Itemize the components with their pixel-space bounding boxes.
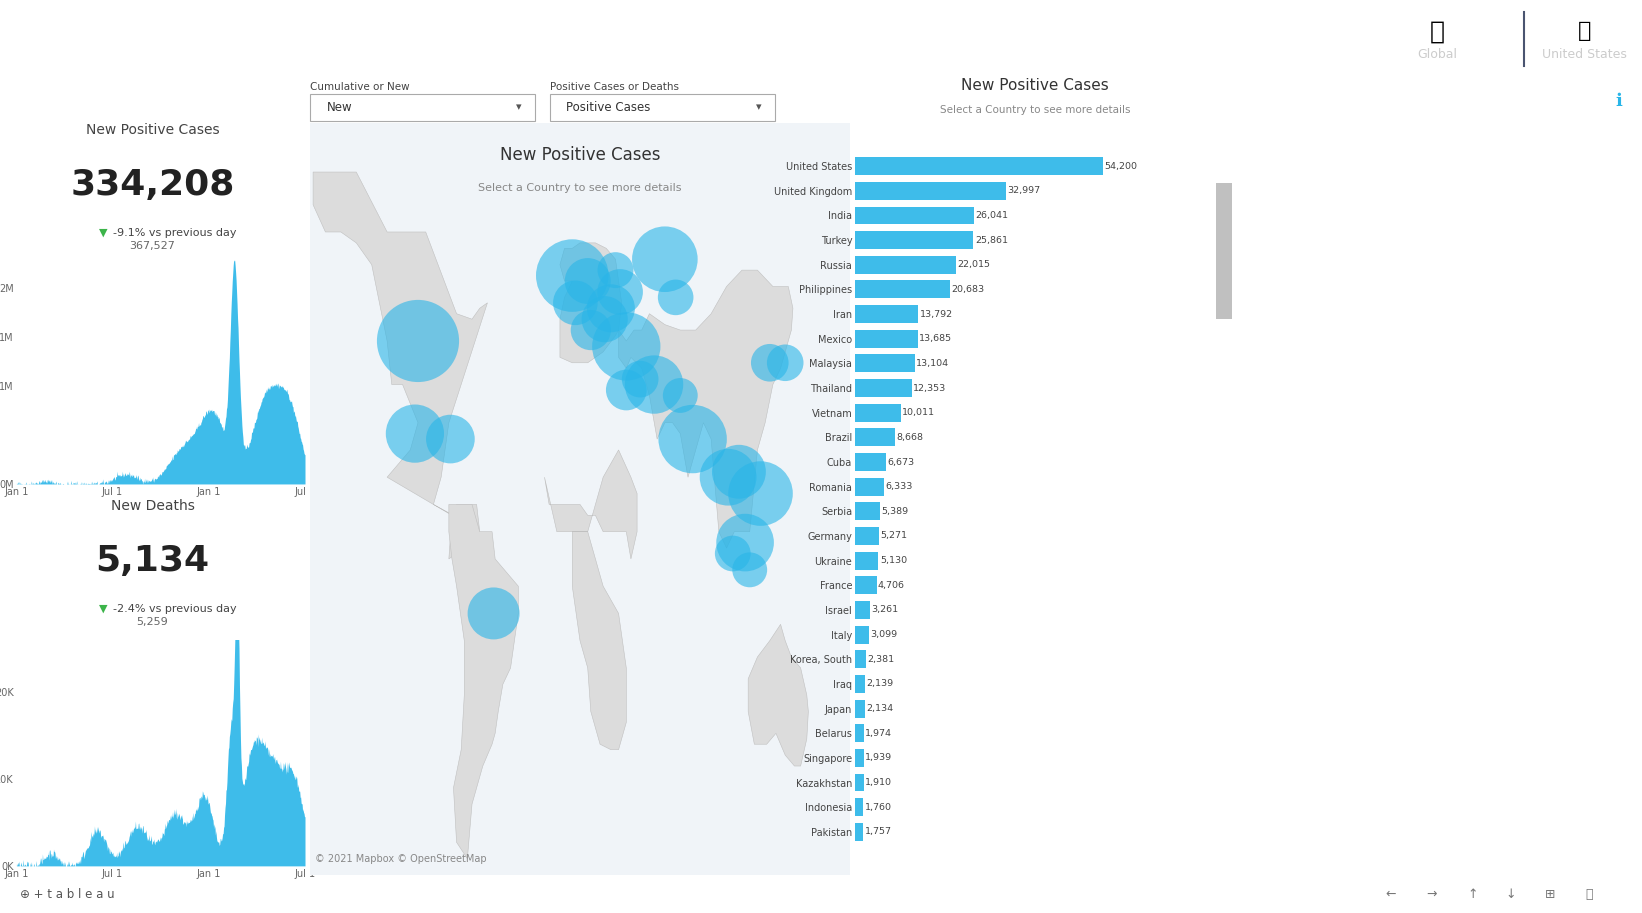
Bar [855,625,869,644]
Bar [855,428,895,446]
Polygon shape [314,172,488,559]
Bar [855,453,885,471]
Text: 13,104: 13,104 [916,359,949,368]
Bar [855,724,864,742]
FancyBboxPatch shape [310,94,535,121]
Polygon shape [545,450,637,750]
Text: 334,208: 334,208 [71,168,235,202]
Text: 1,910: 1,910 [865,778,892,787]
Bar [855,379,911,397]
Text: 6,333: 6,333 [885,482,913,491]
Text: 2,139: 2,139 [867,679,893,688]
Text: © 2021 Mapbox © OpenStreetMap: © 2021 Mapbox © OpenStreetMap [315,854,488,864]
Bar [855,823,864,841]
Bar [855,477,883,496]
Bar [855,354,915,373]
Text: 367,527: 367,527 [130,241,176,251]
Text: 5,134: 5,134 [95,544,210,578]
Text: ↓: ↓ [1506,887,1516,900]
Bar [855,601,870,619]
Bar [855,773,864,792]
Text: ▾: ▾ [516,102,522,112]
Bar [855,675,865,693]
Bar [855,182,1007,200]
Bar [855,231,974,249]
Text: ℹ: ℹ [1616,91,1622,110]
Text: ▼: ▼ [100,228,108,237]
Bar [855,502,880,520]
Text: 13,685: 13,685 [920,334,952,343]
Text: 1,974: 1,974 [865,729,892,738]
Text: ⊕ + t a b l e a u: ⊕ + t a b l e a u [20,887,115,900]
Text: ⊞: ⊞ [1545,887,1555,900]
Bar [855,527,878,545]
Text: Positive Cases or Deaths: Positive Cases or Deaths [550,81,680,91]
Bar [855,256,956,274]
Text: -2.4% vs previous day: -2.4% vs previous day [113,603,236,614]
Bar [855,650,865,668]
Polygon shape [448,505,519,858]
Polygon shape [619,270,793,548]
Text: Cumulative or New: Cumulative or New [310,81,409,91]
FancyBboxPatch shape [550,94,775,121]
Bar [855,551,878,570]
Text: New Positive Cases: New Positive Cases [499,145,660,163]
Text: New Positive Cases: New Positive Cases [961,78,1108,93]
Text: 4,706: 4,706 [878,581,905,590]
Text: 1,757: 1,757 [864,827,892,836]
Text: 5,389: 5,389 [882,507,908,516]
Text: 5,130: 5,130 [880,556,906,565]
Text: Select a Country to see more details: Select a Country to see more details [478,184,681,194]
Bar [855,280,949,299]
Text: New Deaths: New Deaths [110,499,194,513]
Bar [855,404,901,422]
Bar [855,305,918,323]
Bar [855,576,877,594]
Text: ←: ← [1386,887,1396,900]
Text: 1,939: 1,939 [865,753,892,762]
Text: Select a Country to see more details: Select a Country to see more details [939,106,1130,115]
Polygon shape [560,243,622,362]
Text: 10,011: 10,011 [901,408,936,417]
Text: 🌍: 🌍 [1429,19,1445,43]
Text: ▾: ▾ [757,102,762,112]
Bar [855,330,918,348]
Text: 13,792: 13,792 [920,310,952,319]
Text: New: New [327,100,351,114]
Text: 5,271: 5,271 [880,531,908,540]
Text: New Positive Cases: New Positive Cases [85,123,220,137]
Text: 3,099: 3,099 [870,630,898,639]
Text: -9.1% vs previous day: -9.1% vs previous day [113,228,236,237]
Bar [855,798,864,816]
Text: Global COVID-19 Tracker: Global COVID-19 Tracker [28,25,410,53]
Text: 25,861: 25,861 [975,236,1008,245]
Text: ↑: ↑ [1468,887,1478,900]
Text: 3,261: 3,261 [872,605,898,614]
Text: ▼: ▼ [100,603,108,614]
Text: 2,381: 2,381 [867,655,895,664]
Text: ⎘: ⎘ [1586,887,1593,900]
Text: 5,259: 5,259 [136,617,169,627]
Text: 8,668: 8,668 [897,433,923,442]
Text: 26,041: 26,041 [975,211,1008,220]
Text: 32,997: 32,997 [1008,186,1041,195]
Bar [855,749,864,767]
Text: 54,200: 54,200 [1105,162,1138,171]
Text: Global: Global [1417,47,1456,61]
Text: →: → [1427,887,1437,900]
Text: 22,015: 22,015 [957,260,990,269]
Text: Positive Cases: Positive Cases [566,100,650,114]
Polygon shape [749,624,808,766]
Bar [855,157,1103,175]
Text: 1,760: 1,760 [864,803,892,812]
Bar [855,206,974,225]
Bar [1215,184,1232,319]
Text: 12,353: 12,353 [913,383,946,393]
Bar [855,699,865,718]
Text: 20,683: 20,683 [951,285,984,294]
Text: 🗺: 🗺 [1578,21,1591,41]
Text: 2,134: 2,134 [865,704,893,713]
Text: 6,673: 6,673 [887,457,915,467]
Text: United States: United States [1542,47,1627,61]
